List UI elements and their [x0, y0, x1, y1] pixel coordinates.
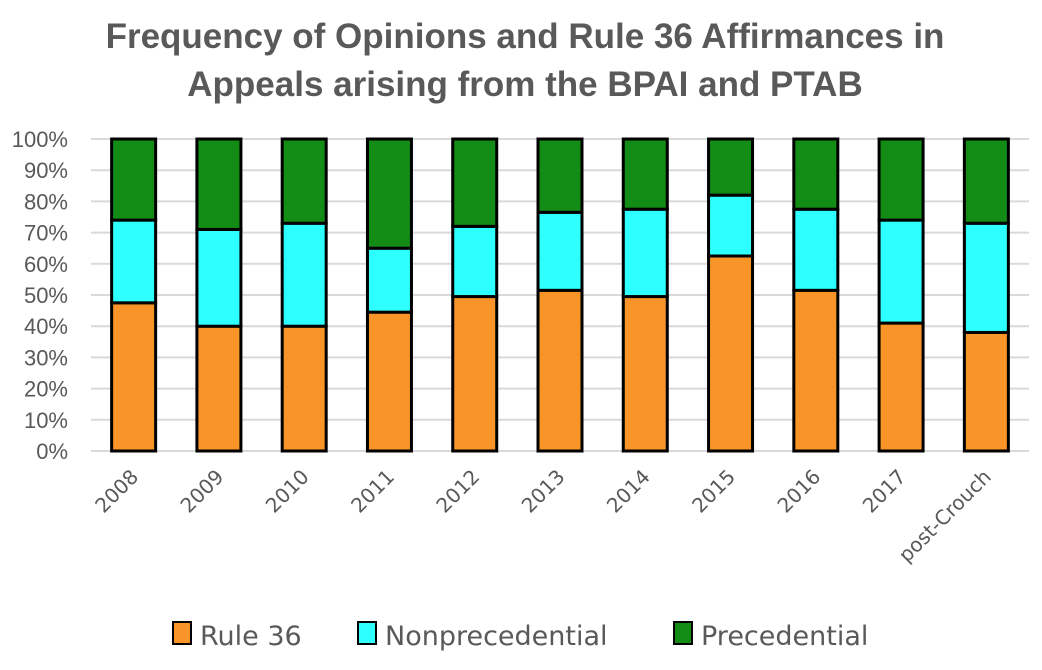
x-tick-label: 2016	[772, 465, 825, 518]
y-tick-label: 40%	[24, 314, 68, 339]
legend-swatch-precedential	[673, 621, 693, 645]
y-tick-label: 100%	[12, 127, 68, 152]
bar-segment-nonprecedential	[877, 218, 925, 325]
y-tick-label: 10%	[24, 408, 68, 433]
y-tick-label: 60%	[24, 252, 68, 277]
y-tick-label: 80%	[24, 189, 68, 214]
legend-label: Rule 36	[200, 621, 302, 652]
bar-segment-rule-36	[962, 330, 1010, 453]
bar-segment-nonprecedential	[536, 210, 584, 292]
y-tick-label: 30%	[24, 345, 68, 370]
bar-segment-rule-36	[877, 321, 925, 453]
bar-segment-precedential	[792, 137, 840, 211]
bar-segment-nonprecedential	[792, 207, 840, 292]
bar-segment-nonprecedential	[707, 193, 755, 258]
y-tick-label: 70%	[24, 221, 68, 246]
bar-segment-rule-36	[195, 324, 243, 453]
bar-segment-nonprecedential	[621, 207, 669, 299]
bar-segment-precedential	[365, 137, 413, 250]
x-tick-label: 2010	[261, 465, 314, 518]
bar-segment-nonprecedential	[365, 246, 413, 314]
bar-segment-nonprecedential	[451, 224, 499, 299]
x-tick-label: 2013	[517, 465, 570, 518]
bar-segment-precedential	[110, 137, 158, 222]
bar-segment-precedential	[195, 137, 243, 231]
x-tick-label: 2014	[602, 465, 655, 518]
legend-label: Precedential	[701, 621, 868, 652]
bar-segment-precedential	[280, 137, 328, 225]
legend-label: Nonprecedential	[385, 621, 608, 652]
x-tick-label: 2008	[90, 465, 143, 518]
y-tick-label: 20%	[24, 377, 68, 402]
x-tick-label: 2017	[858, 465, 911, 518]
bar-segment-precedential	[536, 137, 584, 214]
y-axis-ticks: 0% 10% 20% 30% 40% 50% 60% 70% 80% 90% 100%	[12, 127, 68, 464]
y-tick-label: 50%	[24, 283, 68, 308]
bar-segment-rule-36	[451, 295, 499, 453]
legend: Rule 36 Nonprecedential Precedential	[172, 621, 868, 652]
bar-segment-precedential	[707, 137, 755, 197]
bar-segment-precedential	[621, 137, 669, 211]
y-tick-label: 90%	[24, 158, 68, 183]
x-axis-ticks: 2008 2009 2010 2011 2012 2013 2014 2015 2016 2017…	[90, 465, 996, 567]
bar-segment-rule-36	[707, 254, 755, 453]
x-tick-label: 2009	[175, 465, 228, 518]
bar-segment-nonprecedential	[280, 221, 328, 328]
bars	[110, 137, 1010, 453]
bar-segment-rule-36	[365, 310, 413, 453]
chart-title-line-1: Frequency of Opinions and Rule 36 Affirm…	[106, 17, 945, 56]
chart-title-line-2: Appeals arising from the BPAI and PTAB	[187, 65, 862, 104]
bar-segment-rule-36	[536, 288, 584, 453]
bar-segment-precedential	[962, 137, 1010, 225]
bar-segment-precedential	[451, 137, 499, 228]
x-tick-label: 2012	[431, 465, 484, 518]
bar-segment-rule-36	[621, 295, 669, 453]
x-tick-label: 2015	[687, 465, 740, 518]
bar-segment-rule-36	[280, 324, 328, 453]
bar-segment-precedential	[877, 137, 925, 222]
legend-swatch-rule-36	[172, 621, 192, 645]
bar-segment-nonprecedential	[110, 218, 158, 305]
legend-swatch-nonprecedential	[357, 621, 377, 645]
bar-segment-rule-36	[110, 301, 158, 453]
bar-segment-nonprecedential	[962, 221, 1010, 334]
y-tick-label: 0%	[36, 439, 68, 464]
x-tick-label: 2011	[346, 465, 399, 518]
bar-segment-rule-36	[792, 288, 840, 453]
bar-segment-nonprecedential	[195, 227, 243, 328]
